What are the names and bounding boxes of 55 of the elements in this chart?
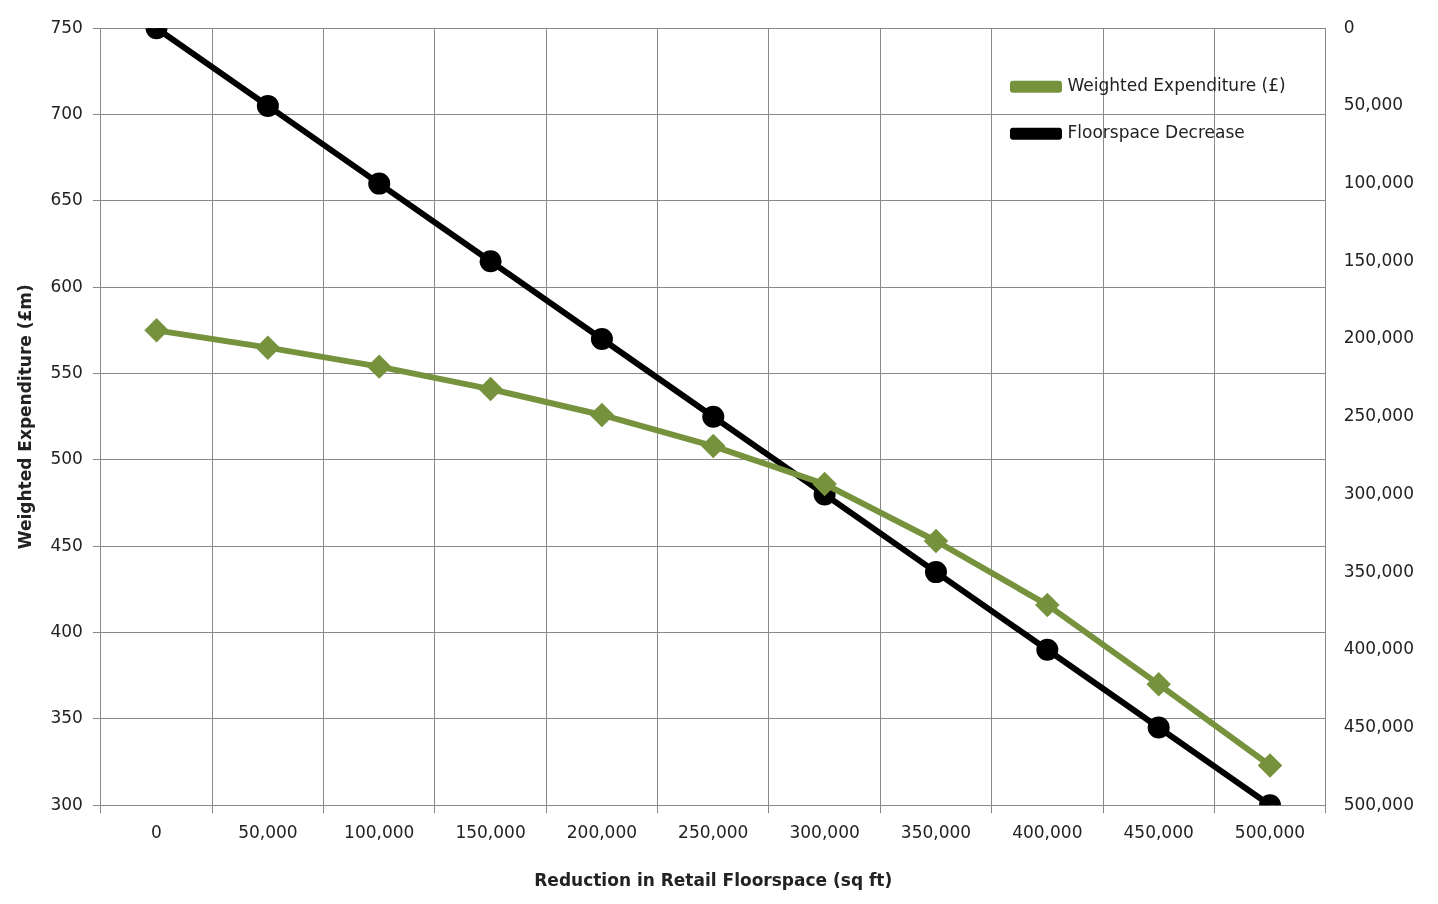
point	[813, 473, 836, 496]
y2-tick-label: 350,000	[1343, 560, 1415, 581]
legend-label: Floorspace Decrease	[1067, 122, 1245, 143]
legend-label: Weighted Expenditure (£)	[1067, 75, 1286, 96]
point	[702, 405, 725, 428]
x-tick-label: 200,000	[566, 821, 638, 842]
y-tick-label: 400	[50, 620, 83, 641]
y-tick-label: 650	[50, 189, 83, 210]
y-tick-label: 550	[50, 361, 83, 382]
y2-tick-label: 0	[1343, 16, 1355, 37]
point	[590, 403, 613, 426]
point	[924, 561, 947, 584]
x-tick-label: 400,000	[1012, 821, 1083, 842]
y2-tick-label: 500,000	[1343, 793, 1415, 814]
point	[479, 378, 502, 401]
x-tick-label: 250,000	[678, 821, 749, 842]
y2-tick-label: 250,000	[1343, 405, 1415, 426]
x-axis-title: Reduction in Retail Floorspace (sq ft)	[534, 870, 893, 891]
y2-tick-label: 150,000	[1343, 249, 1415, 270]
y-tick-label: 600	[50, 275, 83, 296]
y-tick-label: 500	[50, 448, 83, 469]
y2-tick-label: 300,000	[1343, 482, 1415, 503]
x-tick-label: 0	[151, 821, 162, 842]
y2-tick-label: 200,000	[1343, 327, 1415, 348]
y2-tick-label: 450,000	[1343, 715, 1415, 736]
y-tick-label: 350	[50, 707, 83, 728]
y2-tick-label: 50,000	[1343, 94, 1404, 115]
y-tick-label: 700	[50, 102, 83, 123]
point	[702, 435, 725, 458]
point	[256, 94, 279, 117]
y-tick-label: 750	[50, 16, 83, 37]
point	[368, 355, 391, 378]
point	[479, 250, 502, 273]
y-tick-label: 300	[50, 793, 83, 814]
x-tick-label: 450,000	[1123, 821, 1194, 842]
x-tick-label: 500,000	[1234, 821, 1306, 842]
y-tick-label: 450	[50, 534, 83, 555]
point	[1259, 754, 1282, 777]
point	[145, 319, 168, 342]
point	[1036, 593, 1059, 616]
point	[1036, 638, 1059, 661]
x-tick-label: 300,000	[789, 821, 860, 842]
point	[1147, 716, 1170, 739]
y-axis-title: Weighted Expenditure (£m)	[14, 284, 35, 550]
x-tick-label: 100,000	[344, 821, 415, 842]
point	[256, 336, 279, 359]
point	[590, 328, 613, 350]
x-tick-label: 50,000	[238, 821, 298, 842]
point	[1147, 673, 1170, 696]
y2-tick-label: 400,000	[1343, 638, 1415, 659]
y2-tick-label: 100,000	[1343, 172, 1415, 193]
point	[368, 172, 391, 195]
x-tick-label: 150,000	[455, 821, 526, 842]
x-tick-label: 350,000	[900, 821, 972, 842]
point	[924, 530, 947, 553]
